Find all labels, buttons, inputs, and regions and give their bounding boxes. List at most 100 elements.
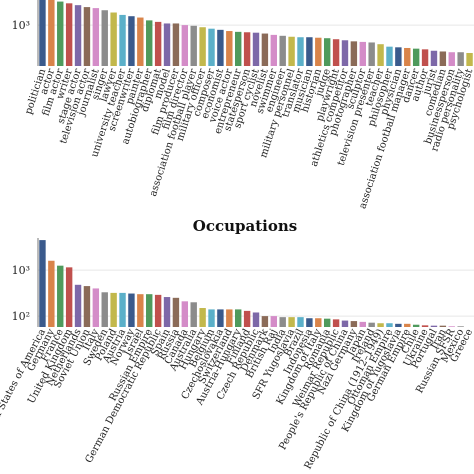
bar bbox=[279, 317, 286, 327]
bar bbox=[208, 309, 215, 327]
bar bbox=[430, 50, 438, 66]
y-tick-label: 10³ bbox=[12, 19, 30, 32]
bar bbox=[48, 0, 55, 66]
bar bbox=[243, 310, 251, 327]
bar bbox=[439, 325, 447, 327]
bar bbox=[101, 292, 108, 327]
bar bbox=[235, 309, 242, 327]
bar bbox=[199, 27, 206, 66]
bar bbox=[270, 316, 277, 327]
bar bbox=[128, 293, 135, 327]
bar bbox=[377, 323, 384, 327]
bar bbox=[359, 41, 366, 66]
bar bbox=[341, 320, 349, 327]
bar bbox=[404, 47, 411, 66]
bar bbox=[190, 25, 197, 66]
bar bbox=[226, 309, 233, 327]
bar bbox=[421, 49, 429, 66]
bar bbox=[377, 44, 384, 66]
bar bbox=[404, 323, 411, 327]
bar bbox=[457, 326, 464, 327]
bar bbox=[448, 326, 455, 327]
bar bbox=[226, 31, 233, 66]
bar bbox=[65, 3, 73, 67]
bar bbox=[39, 240, 46, 327]
bar bbox=[172, 297, 180, 327]
bar bbox=[208, 28, 215, 66]
bar bbox=[457, 52, 464, 66]
bar bbox=[323, 318, 331, 327]
bar bbox=[163, 297, 171, 327]
bar bbox=[279, 35, 286, 66]
bar bbox=[297, 317, 304, 327]
bar bbox=[154, 294, 162, 327]
bar bbox=[421, 325, 429, 327]
bar bbox=[412, 324, 420, 327]
bar bbox=[154, 21, 162, 67]
bar bbox=[119, 14, 126, 67]
bar bbox=[101, 10, 108, 66]
bar bbox=[110, 292, 117, 327]
bar bbox=[386, 323, 393, 327]
bar bbox=[350, 321, 358, 327]
bar bbox=[65, 267, 73, 327]
bar bbox=[137, 294, 144, 327]
bar bbox=[146, 294, 153, 327]
bar bbox=[235, 31, 242, 67]
bar bbox=[412, 48, 420, 66]
bar bbox=[306, 37, 313, 66]
bar bbox=[57, 265, 64, 327]
bar bbox=[332, 39, 340, 66]
bar bbox=[74, 284, 82, 327]
bar bbox=[181, 301, 189, 327]
bar bbox=[395, 47, 402, 66]
y-tick-label: 10³ bbox=[12, 264, 30, 277]
bar bbox=[163, 23, 171, 66]
bar bbox=[83, 286, 91, 327]
bar bbox=[448, 52, 455, 66]
bar bbox=[386, 46, 393, 66]
bar bbox=[261, 33, 269, 66]
bar bbox=[368, 42, 375, 66]
bar bbox=[92, 288, 100, 327]
bar bbox=[332, 319, 340, 327]
bar bbox=[323, 38, 331, 66]
bar bbox=[243, 32, 251, 66]
bar bbox=[341, 40, 349, 66]
bar bbox=[172, 23, 180, 66]
bar bbox=[315, 37, 322, 66]
bar bbox=[217, 29, 224, 66]
bar bbox=[466, 52, 473, 66]
bar bbox=[315, 318, 322, 327]
bar bbox=[368, 322, 375, 327]
bar bbox=[252, 312, 260, 327]
bar bbox=[74, 5, 82, 66]
chart-title: Occupations bbox=[193, 217, 297, 235]
bar bbox=[110, 12, 117, 66]
bar bbox=[288, 36, 295, 66]
bar bbox=[92, 8, 100, 66]
bar bbox=[217, 309, 224, 327]
bar bbox=[181, 25, 189, 66]
bar bbox=[395, 323, 402, 327]
bar bbox=[306, 318, 313, 327]
bar bbox=[297, 37, 304, 66]
bar bbox=[252, 32, 260, 66]
bar bbox=[439, 51, 447, 66]
bar bbox=[270, 34, 277, 66]
bar bbox=[48, 260, 55, 327]
bar bbox=[39, 0, 46, 66]
bar bbox=[57, 1, 64, 66]
bar bbox=[119, 292, 126, 327]
bar bbox=[137, 17, 144, 66]
bar bbox=[288, 317, 295, 327]
bar bbox=[146, 20, 153, 66]
bar bbox=[83, 7, 91, 67]
bar bbox=[128, 16, 135, 66]
bar bbox=[199, 308, 206, 327]
bar bbox=[350, 41, 358, 66]
bar bbox=[359, 321, 366, 327]
